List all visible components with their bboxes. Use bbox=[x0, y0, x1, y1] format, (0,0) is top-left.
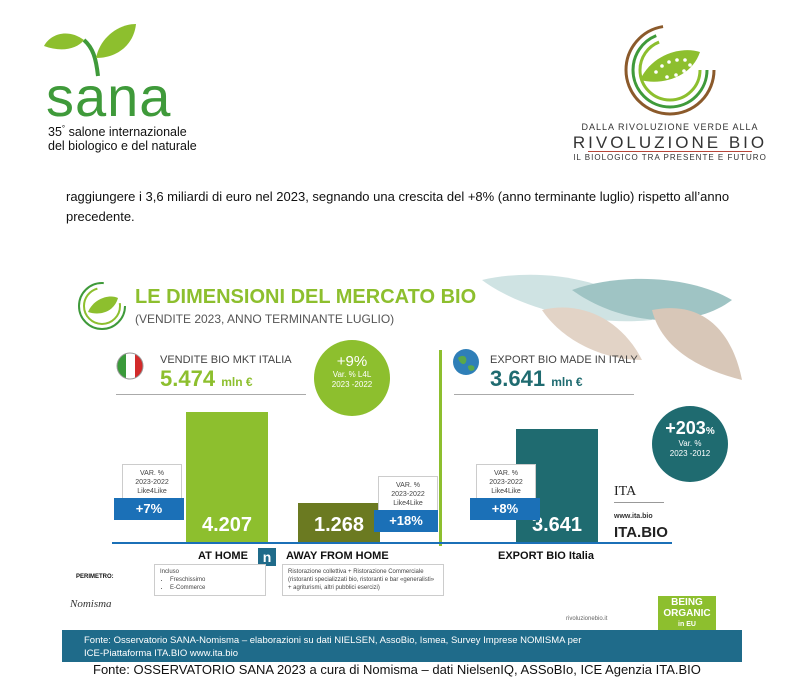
infographic-title: LE DIMENSIONI DEL MERCATO BIO bbox=[135, 286, 477, 308]
var-pct-at-home: +7% bbox=[114, 498, 184, 520]
being-organic-badge: BEING ORGANIC in EU bbox=[658, 596, 716, 632]
italy-flag-icon bbox=[116, 352, 144, 380]
market-infographic: LE DIMENSIONI DEL MERCATO BIO (VENDITE 2… bbox=[62, 270, 742, 662]
site-label: rivoluzionebio.it bbox=[566, 616, 608, 622]
cat-label-export: EXPORT BIO Italia bbox=[498, 550, 594, 562]
sana-logo: sana 35° salone internazionale del biolo… bbox=[38, 18, 208, 158]
cat-label-at-home: AT HOME bbox=[198, 550, 248, 562]
infographic-footer: Fonte: Osservatorio SANA-Nomisma – elabo… bbox=[62, 630, 742, 662]
bar-value-label-1: 1.268 bbox=[313, 514, 365, 536]
sprout-icon bbox=[44, 24, 136, 77]
away-note: Ristorazione collettiva + Ristorazione C… bbox=[282, 564, 444, 596]
intro-paragraph: raggiungere i 3,6 miliardi di euro nel 2… bbox=[66, 189, 730, 224]
export-growth-badge: +203% Var. % 2023 -2012 bbox=[652, 406, 728, 482]
at-home-note: Incluso Freschissimo E-Commerce bbox=[154, 564, 266, 596]
rivoluzione-bio-logo: DALLA RIVOLUZIONE VERDE ALLA RIVOLUZIONE… bbox=[560, 20, 780, 170]
bar-value-label-2: 3.641 bbox=[531, 514, 583, 536]
bar-value-label-0: 4.207 bbox=[201, 514, 253, 536]
section-divider bbox=[439, 350, 442, 546]
sana-subtitle: 35° salone internazionale del biologico … bbox=[48, 124, 197, 154]
perimetro-label: PERIMETRO: bbox=[76, 574, 114, 580]
nomisma-logo: Nomisma bbox=[70, 598, 112, 610]
rivoluzione-divider bbox=[588, 151, 752, 152]
italy-growth-badge: +9% Var. % L4L 2023 -2022 bbox=[314, 340, 390, 416]
var-box-at-home: VAR. % 2023-2022 Like4Like bbox=[122, 464, 182, 502]
export-underline bbox=[454, 394, 634, 395]
var-pct-away: +18% bbox=[374, 510, 438, 532]
italy-underline bbox=[116, 394, 306, 395]
figure-caption: Fonte: OSSERVATORIO SANA 2023 a cura di … bbox=[93, 662, 701, 677]
nielsen-icon: n bbox=[258, 548, 276, 566]
bar-0 bbox=[186, 412, 268, 542]
rivoluzione-line2: RIVOLUZIONE BIO bbox=[572, 133, 768, 152]
rivoluzione-line1: DALLA RIVOLUZIONE VERDE ALLA bbox=[581, 122, 759, 132]
bars-baseline bbox=[112, 542, 672, 544]
bar-1 bbox=[298, 503, 380, 542]
bio-leaf-icon bbox=[78, 282, 126, 330]
italy-label: VENDITE BIO MKT ITALIA bbox=[160, 354, 292, 366]
ita-logo: ITA www.ita.bio ITA.BIO bbox=[614, 484, 668, 541]
var-pct-export: +8% bbox=[470, 498, 540, 520]
eu-organic-leaf-icon bbox=[624, 24, 716, 116]
infographic-subtitle: (VENDITE 2023, ANNO TERMINANTE LUGLIO) bbox=[135, 312, 395, 326]
italy-value: 5.474 mln € bbox=[160, 366, 253, 391]
globe-icon bbox=[453, 349, 479, 375]
var-box-away: VAR. % 2023-2022 Like4Like bbox=[378, 476, 438, 512]
cat-label-away: AWAY FROM HOME bbox=[286, 550, 389, 562]
export-value: 3.641 mln € bbox=[490, 366, 583, 391]
sana-wordmark: sana bbox=[46, 65, 172, 128]
decorative-leaves bbox=[482, 274, 742, 380]
export-label: EXPORT BIO MADE IN ITALY bbox=[490, 354, 638, 366]
rivoluzione-line3: IL BIOLOGICO TRA PRESENTE E FUTURO bbox=[573, 153, 767, 162]
var-box-export: VAR. % 2023-2022 Like4Like bbox=[476, 464, 536, 502]
